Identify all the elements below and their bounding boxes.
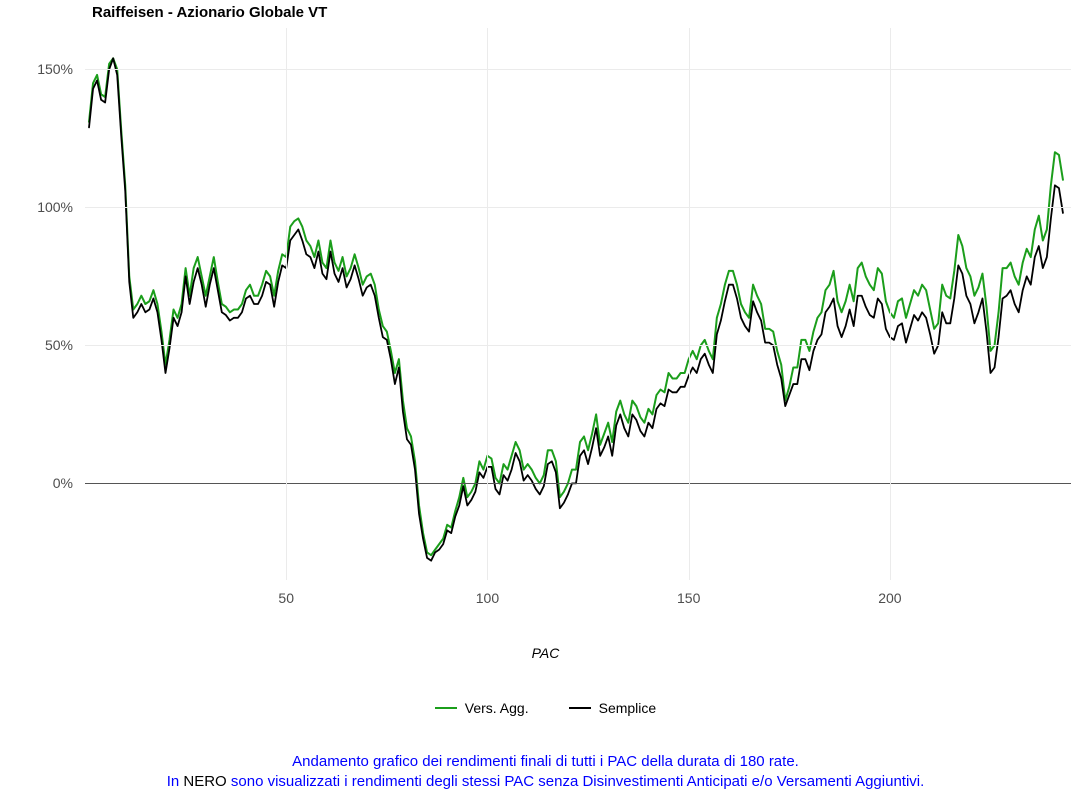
gridline-h (85, 69, 1071, 70)
y-tick-label: 0% (0, 475, 73, 491)
line-series-svg (85, 28, 1071, 580)
gridline-v (286, 28, 287, 580)
y-tick-label: 100% (0, 199, 73, 215)
x-axis-title: PAC (0, 645, 1091, 661)
legend-label: Semplice (599, 700, 657, 716)
gridline-v (689, 28, 690, 580)
legend-label: Vers. Agg. (465, 700, 529, 716)
x-tick-label: 150 (677, 590, 700, 606)
caption-prefix: In (167, 773, 184, 790)
caption-line-1: Andamento grafico dei rendimenti finali … (0, 752, 1091, 772)
gridline-v (487, 28, 488, 580)
y-tick-label: 50% (0, 337, 73, 353)
plot-area (85, 28, 1071, 580)
x-tick-label: 50 (278, 590, 294, 606)
gridline-h (85, 345, 1071, 346)
gridline-v (890, 28, 891, 580)
legend-item: Vers. Agg. (435, 700, 529, 716)
y-tick-label: 150% (0, 61, 73, 77)
caption: Andamento grafico dei rendimenti finali … (0, 752, 1091, 793)
legend-item: Semplice (569, 700, 657, 716)
legend: Vers. Agg. Semplice (0, 700, 1091, 716)
x-tick-label: 200 (878, 590, 901, 606)
x-tick-label: 100 (476, 590, 499, 606)
chart-container: Raiffeisen - Azionario Globale VT 0% 50% 1… (0, 0, 1091, 809)
caption-highlight: NERO (183, 773, 226, 790)
legend-swatch (435, 707, 457, 709)
gridline-h (85, 207, 1071, 208)
legend-swatch (569, 707, 591, 709)
caption-line-2: In NERO sono visualizzati i rendimenti d… (0, 772, 1091, 792)
caption-suffix: sono visualizzati i rendimenti degli ste… (227, 773, 925, 790)
zero-line (85, 483, 1071, 484)
chart-title: Raiffeisen - Azionario Globale VT (92, 4, 327, 21)
